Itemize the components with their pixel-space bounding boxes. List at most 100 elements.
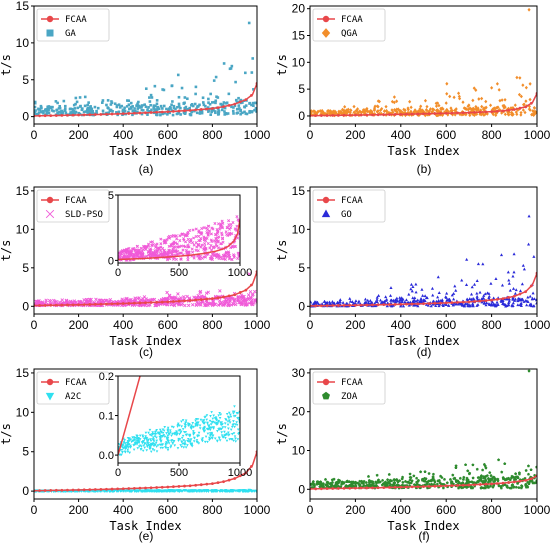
y-tick-label: 0: [22, 110, 29, 124]
inset-data-point: [237, 251, 240, 255]
inset-data-point: [137, 440, 141, 443]
inset-data-point: [145, 449, 149, 452]
data-point: [137, 100, 140, 104]
data-point: [453, 108, 457, 113]
data-point: [521, 263, 525, 267]
inset-data-point: [216, 236, 220, 240]
data-point: [530, 112, 534, 117]
x-tick-label: 400: [113, 503, 133, 517]
data-point: [390, 108, 394, 112]
data-point: [501, 477, 505, 481]
fcaa-marker: [99, 113, 103, 116]
inset-data-point: [235, 224, 239, 228]
x-tick-label: 800: [202, 318, 222, 332]
inset-data-point: [151, 436, 155, 439]
inset-data-point: [236, 412, 240, 415]
inset-data-point: [227, 251, 231, 255]
inset-data-point: [226, 420, 230, 423]
inset-x-tick-label: 500: [170, 467, 188, 479]
data-point: [91, 112, 95, 116]
data-point: [344, 484, 348, 488]
fcaa-marker: [393, 303, 397, 306]
fcaa-marker: [244, 471, 248, 475]
fcaa-marker: [121, 302, 125, 305]
data-point: [206, 106, 210, 109]
data-point: [526, 300, 530, 303]
data-point: [471, 98, 475, 103]
fcaa-marker: [188, 299, 192, 302]
data-point: [384, 295, 388, 299]
fcaa-marker: [54, 488, 58, 492]
data-point: [514, 485, 518, 489]
inset-data-point: [231, 424, 235, 427]
y-tick-label: 0: [22, 299, 29, 313]
data-point: [224, 300, 229, 304]
inset-data-point: [218, 439, 222, 442]
fcaa-marker: [194, 108, 198, 112]
x-tick-label: 600: [436, 128, 456, 142]
data-point: [431, 472, 435, 476]
data-point: [316, 300, 320, 304]
data-point: [475, 112, 479, 117]
data-point: [177, 105, 181, 108]
inset-data-point: [171, 441, 174, 445]
data-point: [458, 476, 462, 480]
data-point: [133, 298, 137, 303]
inset-data-point: [173, 444, 177, 447]
data-point: [494, 113, 498, 118]
fcaa-marker: [138, 301, 142, 305]
fcaa-marker: [183, 484, 186, 488]
data-point: [101, 99, 105, 102]
data-point: [363, 301, 367, 305]
data-point: [106, 99, 110, 102]
inset-data-point: [202, 226, 206, 230]
inset-data-point: [160, 431, 163, 434]
inset-data-point: [229, 413, 232, 416]
fcaa-marker: [422, 302, 425, 306]
data-point: [170, 489, 174, 493]
fcaa-marker: [393, 485, 397, 489]
data-point: [144, 489, 149, 493]
fcaa-marker: [456, 300, 459, 304]
data-point: [476, 476, 480, 479]
inset-data-point: [174, 249, 178, 253]
data-point: [484, 99, 488, 104]
data-point: [476, 302, 480, 306]
inset-data-point: [154, 441, 158, 445]
legend-label: FCAA: [65, 378, 87, 388]
inset-data-point: [177, 429, 181, 432]
inset-data-point: [216, 439, 219, 443]
inset-data-point: [169, 446, 173, 449]
inset-data-point: [208, 437, 212, 441]
data-point: [310, 110, 313, 114]
data-point: [155, 102, 159, 106]
inset-y-tick-label: 0.0: [99, 450, 114, 462]
data-point: [521, 102, 526, 107]
data-point: [140, 112, 144, 116]
data-point: [148, 489, 152, 493]
inset-data-point: [233, 405, 236, 408]
data-point: [148, 303, 152, 307]
data-point: [436, 299, 440, 303]
data-point: [524, 85, 528, 90]
x-tick-label: 800: [482, 128, 502, 142]
data-point: [192, 295, 196, 300]
fcaa-marker: [399, 485, 403, 489]
data-point: [494, 277, 498, 281]
data-point: [239, 112, 242, 116]
data-point: [124, 297, 128, 301]
data-point: [483, 486, 487, 490]
inset-data-point: [232, 420, 235, 423]
fcaa-marker: [331, 487, 335, 490]
inset-data-point: [194, 417, 198, 421]
inset-data-point: [121, 451, 124, 454]
data-point: [215, 95, 218, 99]
plot-area: [310, 7, 537, 118]
data-point: [521, 298, 525, 301]
data-point: [154, 104, 157, 108]
data-point: [385, 304, 389, 308]
inset-data-point: [192, 243, 196, 247]
data-point: [194, 85, 198, 89]
inset-data-point: [160, 253, 164, 257]
inset-data-point: [159, 242, 163, 246]
